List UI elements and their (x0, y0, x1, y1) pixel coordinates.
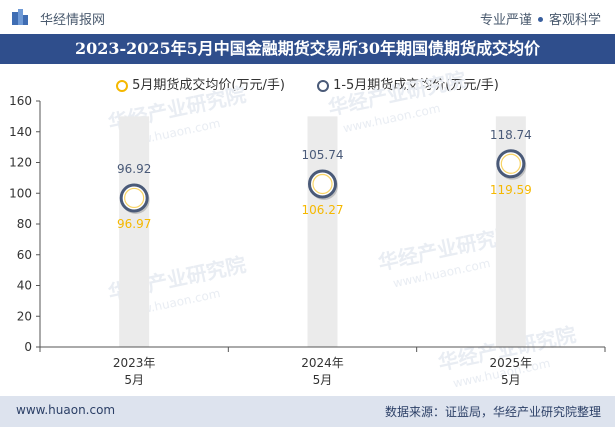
slogan: 专业严谨 客观科学 (480, 9, 601, 28)
legend-marker-series-2-icon (317, 79, 330, 92)
footer-url: www.huaon.com (16, 403, 116, 417)
y-tick-label: 120 (9, 156, 32, 170)
point-series-1 (500, 153, 521, 174)
x-tick-label: 5月 (501, 373, 521, 387)
y-tick-label: 0 (24, 340, 32, 354)
y-tick-label: 60 (17, 248, 32, 262)
y-tick-label: 80 (17, 217, 32, 231)
logo-icon (12, 9, 28, 25)
y-tick-label: 40 (17, 279, 32, 293)
category-background-bar (307, 116, 338, 347)
legend-item-series-2: 1-5月期货成交均价(万元/手) (317, 74, 499, 93)
slogan-left: 专业严谨 (479, 13, 532, 28)
y-tick-label: 20 (17, 309, 32, 323)
x-tick-label: 5月 (313, 373, 333, 387)
data-label-series-2: 118.74 (490, 128, 532, 142)
slogan-right: 客观科学 (548, 13, 601, 28)
chart-title: 2023-2025年5月中国金融期货交易所30年期国债期货成交均价 (74, 39, 541, 58)
data-label-series-2: 105.74 (302, 148, 344, 162)
point-series-1 (312, 173, 333, 195)
data-label-series-2: 96.92 (117, 162, 151, 176)
legend-label-series-1: 5月期货成交均价(万元/手) (132, 78, 285, 93)
data-label-series-1: 119.59 (490, 183, 532, 197)
data-label-series-1: 96.97 (117, 217, 151, 231)
x-tick-label: 5月 (124, 373, 144, 387)
y-tick-label: 140 (9, 125, 32, 139)
x-tick-label: 2024年 (301, 356, 344, 370)
title-bar: 2023-2025年5月中国金融期货交易所30年期国债期货成交均价 (0, 34, 615, 64)
top-bar: 华经情报网 专业严谨 客观科学 (0, 0, 615, 34)
legend-marker-series-1-icon (116, 79, 129, 92)
y-tick-label: 160 (9, 94, 32, 108)
category-background-bar (119, 116, 150, 347)
footer: www.huaon.com 数据来源：证监局，华经产业研究院整理 (0, 396, 615, 427)
y-tick-label: 100 (9, 186, 32, 200)
x-tick-label: 2023年 (113, 356, 156, 370)
legend-label-series-2: 1-5月期货成交均价(万元/手) (333, 78, 499, 93)
data-label-series-1: 106.27 (302, 203, 344, 217)
brand-name: 华经情报网 (40, 13, 106, 28)
legend: 5月期货成交均价(万元/手) 1-5月期货成交均价(万元/手) (0, 74, 615, 93)
slogan-dot-icon (537, 17, 543, 22)
footer-source: 数据来源：证监局，华经产业研究院整理 (384, 405, 601, 419)
x-tick-label: 2025年 (490, 356, 533, 370)
legend-item-series-1: 5月期货成交均价(万元/手) (116, 74, 285, 93)
point-series-1 (124, 187, 145, 209)
